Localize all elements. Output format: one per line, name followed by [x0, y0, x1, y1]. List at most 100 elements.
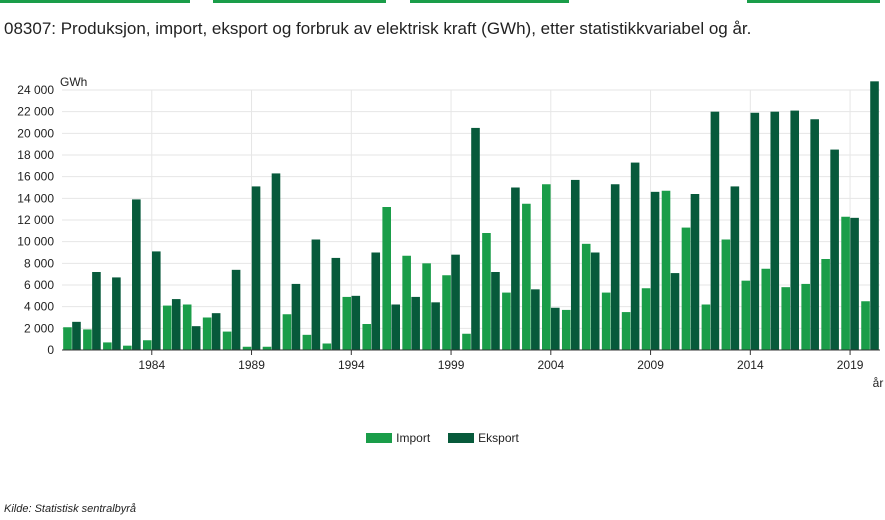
bar-eksport-1997 — [411, 296, 420, 350]
bar-import-2001 — [482, 233, 491, 350]
bar-eksport-2011 — [690, 194, 700, 350]
chart-title: 08307: Produksjon, import, eksport og fo… — [4, 19, 752, 38]
bar-eksport-2012 — [710, 111, 720, 350]
bar-import-2013 — [721, 239, 731, 350]
legend-swatch-eksport — [448, 433, 475, 443]
y-tick-label: 24 000 — [17, 83, 54, 97]
bar-import-1994 — [342, 296, 352, 350]
legend-label-import: Import — [396, 431, 431, 445]
tab-indicator-1[interactable] — [0, 0, 190, 3]
bar-import-1995 — [362, 324, 372, 350]
bar-eksport-2015 — [770, 111, 780, 350]
y-tick-label: 22 000 — [17, 105, 54, 119]
bar-eksport-2017 — [810, 119, 819, 350]
tab-indicator-3[interactable] — [410, 0, 569, 3]
bar-import-1993 — [322, 343, 332, 350]
y-tick-label: 14 000 — [17, 191, 54, 205]
bar-eksport-2000 — [471, 127, 480, 351]
y-tick-label: 12 000 — [17, 213, 54, 227]
x-tick-label: 1994 — [338, 358, 365, 372]
bar-eksport-2008 — [630, 162, 640, 350]
x-tick-label: 1989 — [238, 358, 265, 372]
y-tick-label: 4 000 — [24, 300, 54, 314]
bar-import-1982 — [103, 342, 112, 350]
bar-import-1998 — [422, 263, 431, 350]
bar-eksport-2006 — [590, 252, 600, 350]
bar-import-2018 — [821, 259, 830, 350]
bar-eksport-1992 — [311, 239, 321, 350]
legend-label-eksport: Eksport — [478, 431, 519, 445]
bar-eksport-2016 — [790, 110, 800, 350]
bar-eksport-2020 — [870, 81, 879, 350]
bar-import-2017 — [801, 283, 810, 350]
legend-swatch-import — [366, 433, 393, 443]
bar-import-2010 — [661, 190, 671, 350]
bar-import-2012 — [701, 304, 711, 350]
bar-eksport-2003 — [531, 289, 540, 350]
bar-eksport-1983 — [132, 199, 141, 350]
bar-eksport-1999 — [451, 254, 460, 350]
y-tick-label: 20 000 — [17, 126, 54, 140]
bar-import-1997 — [402, 255, 411, 350]
bar-eksport-2014 — [750, 112, 760, 350]
bar-eksport-2009 — [650, 191, 660, 350]
bar-eksport-2005 — [570, 179, 580, 350]
bar-import-2004 — [542, 184, 551, 350]
y-tick-label: 10 000 — [17, 235, 54, 249]
bar-import-1984 — [142, 340, 152, 350]
bar-import-1990 — [262, 346, 272, 350]
bar-import-2002 — [502, 292, 511, 350]
y-tick-label: 6 000 — [24, 278, 54, 292]
bar-import-2008 — [621, 312, 631, 350]
bar-import-1999 — [442, 275, 451, 350]
bar-import-1989 — [242, 346, 252, 350]
bar-eksport-2010 — [670, 273, 680, 350]
bar-import-2009 — [641, 288, 651, 350]
bar-eksport-1995 — [371, 252, 381, 350]
bar-import-2000 — [462, 333, 471, 350]
bar-import-2015 — [761, 268, 771, 350]
x-tick-label: 2019 — [837, 358, 864, 372]
bar-eksport-1986 — [191, 326, 201, 350]
bar-eksport-1990 — [271, 173, 281, 350]
x-tick-label: 1999 — [438, 358, 465, 372]
bar-import-2019 — [841, 216, 850, 350]
bar-import-1986 — [182, 304, 192, 350]
bar-import-2006 — [581, 243, 591, 350]
bar-eksport-2004 — [551, 307, 560, 350]
bar-import-2003 — [522, 203, 531, 350]
bar-eksport-1980 — [72, 321, 81, 350]
bar-eksport-1993 — [331, 257, 341, 350]
tab-indicator-2[interactable] — [213, 0, 386, 3]
bar-import-1983 — [123, 345, 132, 350]
bar-import-1985 — [162, 305, 172, 350]
bar-import-1987 — [202, 317, 212, 350]
chart-legend: Import Eksport — [0, 431, 885, 445]
bar-import-2005 — [561, 309, 571, 350]
bar-eksport-1996 — [391, 304, 400, 350]
top-tab-bar — [0, 0, 885, 4]
bar-import-2014 — [741, 280, 751, 350]
bar-eksport-2013 — [730, 186, 740, 350]
bar-import-1996 — [382, 207, 391, 350]
bar-eksport-2001 — [491, 272, 500, 350]
x-tick-label: 2004 — [537, 358, 564, 372]
y-tick-label: 2 000 — [24, 321, 54, 335]
x-tick-label: 2014 — [737, 358, 764, 372]
bar-eksport-1985 — [171, 299, 181, 350]
x-tick-label: 1984 — [138, 358, 165, 372]
bar-import-1980 — [63, 327, 72, 350]
legend-item-eksport[interactable]: Eksport — [448, 431, 519, 445]
y-tick-label: 18 000 — [17, 148, 54, 162]
legend-item-import[interactable]: Import — [366, 431, 430, 445]
bar-import-2011 — [681, 227, 691, 350]
bar-eksport-1991 — [291, 283, 301, 350]
tab-indicator-4[interactable] — [747, 0, 880, 3]
source-note: Kilde: Statistisk sentralbyrå — [4, 503, 137, 515]
bar-eksport-1994 — [351, 295, 361, 350]
y-tick-label: 16 000 — [17, 170, 54, 184]
bar-chart: 0 2 000 4 000 6 000 8 000 10 000 12 000 14 000 1… — [17, 75, 883, 390]
x-tick-label: 2009 — [637, 358, 664, 372]
bar-eksport-1998 — [431, 302, 440, 350]
bar-eksport-1987 — [211, 313, 221, 350]
